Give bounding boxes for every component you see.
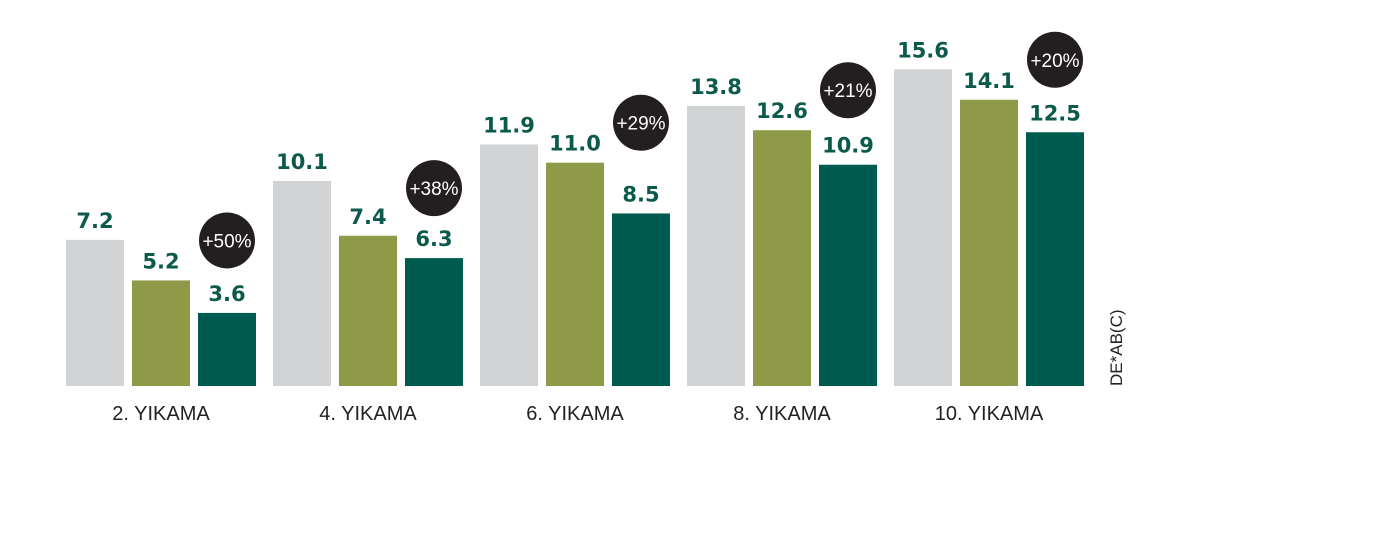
badge-text-5: +20% [1030,51,1079,72]
bar-s2-5 [960,99,1018,387]
badge-text-4: +21% [823,81,872,102]
badge-circle-3 [613,94,669,151]
badge-text-1: +50% [202,231,251,252]
value-label-s1-4: 13.8 [690,75,742,99]
category-label-4: 8. YIKAMA [733,403,831,425]
bar-s1-2 [273,180,331,386]
badge-circle-4 [820,62,876,119]
value-label-s1-3: 11.9 [483,113,535,137]
bar-s3-3 [612,213,670,386]
value-label-s3-1: 3.6 [208,282,245,306]
badge-circle-5 [1027,31,1083,88]
value-label-s3-4: 10.9 [822,134,874,158]
category-labels-layer: 2. YIKAMA 4. YIKAMA 6. YIKAMA 8. YIKAMA 10. … [112,403,1044,425]
badge-circle-1 [199,212,255,269]
value-label-s3-5: 12.5 [1029,101,1081,125]
badge-text-3: +29% [616,114,665,135]
value-label-s2-1: 5.2 [142,249,179,273]
value-label-s1-5: 15.6 [897,38,949,62]
bar-s1-5 [894,69,952,386]
category-label-3: 6. YIKAMA [526,403,624,425]
bars-layer [66,69,1084,387]
value-label-s1-2: 10.1 [276,150,328,174]
bar-s2-2 [339,235,397,386]
value-label-s2-3: 11.0 [549,132,601,156]
bar-s2-4 [753,130,811,386]
bar-s1-3 [480,144,538,386]
bar-s2-1 [132,280,190,386]
value-label-s1-1: 7.2 [76,209,113,233]
y-axis-label: DE*AB(C) [1107,309,1126,386]
badge-circle-2 [406,160,462,217]
value-labels-layer: 7.2 5.2 3.6 10.1 7.4 6.3 11.9 11.0 8.5 13.8 12.6 10… [76,38,1081,306]
value-label-s2-5: 14.1 [963,69,1015,93]
bar-s3-4 [819,164,877,386]
category-label-5: 10. YIKAMA [935,403,1044,425]
bar-s1-4 [687,105,745,387]
category-label-1: 2. YIKAMA [112,403,210,425]
value-label-s3-3: 8.5 [622,182,659,206]
bar-s1-1 [66,239,124,386]
bar-s2-3 [546,162,604,386]
bar-s3-1 [198,312,256,386]
value-label-s2-4: 12.6 [756,99,808,123]
annotation-badges-layer: +50% +38% +29% +21% +20% [199,31,1083,269]
bar-s3-5 [1026,132,1084,386]
bar-s3-2 [405,258,463,386]
badge-text-2: +38% [409,179,458,200]
value-label-s3-2: 6.3 [415,227,452,251]
value-label-s2-2: 7.4 [349,205,386,229]
category-label-2: 4. YIKAMA [319,403,417,425]
